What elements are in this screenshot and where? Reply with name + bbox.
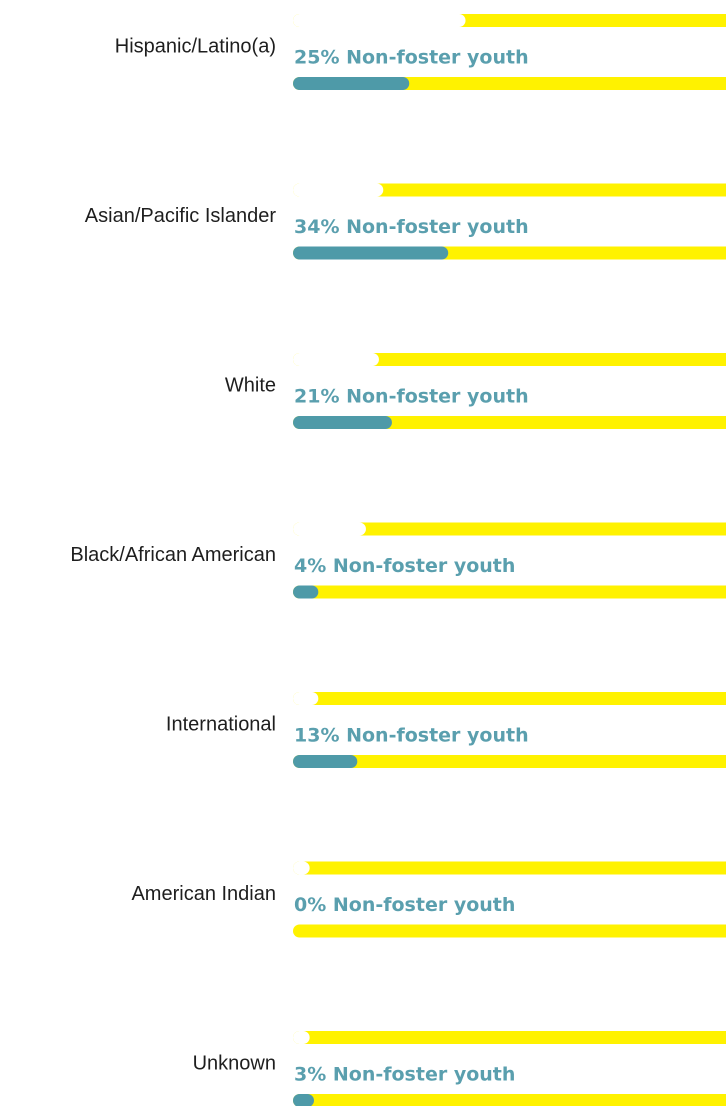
bar-track <box>293 416 726 429</box>
bar <box>293 183 384 197</box>
category-label: Hispanic/Latino(a) <box>115 35 276 57</box>
bar-track <box>293 692 726 705</box>
bar-track <box>293 1031 726 1044</box>
value-label: 21% Non-foster youth <box>294 386 529 408</box>
bar <box>293 77 410 90</box>
bar <box>293 416 392 429</box>
category-label: International <box>166 713 276 735</box>
bar <box>293 522 366 536</box>
category-label: Unknown <box>193 1052 276 1074</box>
bar-track <box>293 861 726 875</box>
bar <box>293 861 310 875</box>
bar-track <box>293 522 726 536</box>
bar <box>293 353 379 366</box>
value-label: 34% Non-foster youth <box>294 216 529 238</box>
bar-track <box>293 183 726 197</box>
bar <box>293 755 358 768</box>
value-label: 4% Non-foster youth <box>294 555 515 577</box>
value-label: 25% Non-foster youth <box>294 47 529 69</box>
bar <box>293 14 466 27</box>
value-label: 0% Non-foster youth <box>294 894 515 916</box>
bar <box>293 692 319 705</box>
bar-track <box>293 585 726 599</box>
bar-track <box>293 755 726 768</box>
bar-track <box>293 924 726 938</box>
value-label: 13% Non-foster youth <box>294 725 529 747</box>
bar <box>293 585 319 599</box>
category-label: Asian/Pacific Islander <box>85 205 277 227</box>
bar <box>293 1094 314 1106</box>
value-label: 3% Non-foster youth <box>294 1064 515 1086</box>
bar <box>293 246 449 260</box>
category-label: American Indian <box>131 883 276 905</box>
category-label: White <box>225 374 276 396</box>
category-label: Black/African American <box>70 544 276 566</box>
bar-track <box>293 1094 726 1106</box>
bar-track <box>293 353 726 366</box>
bar <box>293 1031 310 1044</box>
